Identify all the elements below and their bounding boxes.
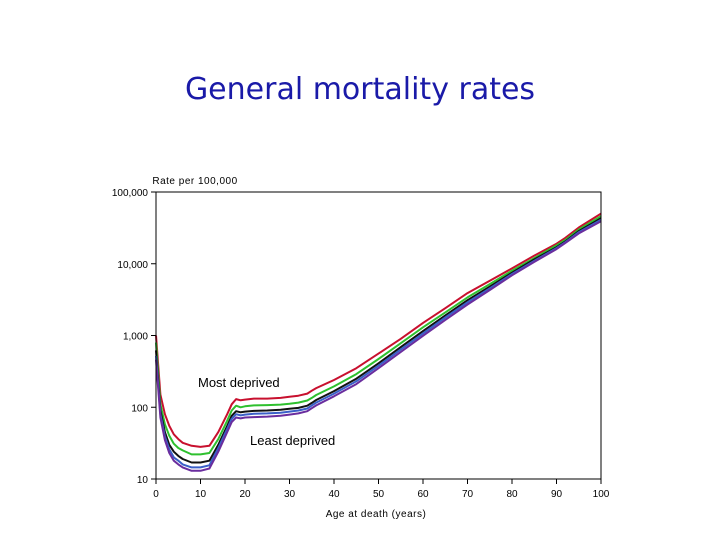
series-line-5 <box>155 220 602 472</box>
x-tick-label: 50 <box>373 489 385 500</box>
series-line-2 <box>155 215 602 456</box>
x-tick-label: 70 <box>462 489 474 500</box>
series-layer <box>155 212 602 472</box>
x-tick-label: 60 <box>417 489 429 500</box>
x-tick-label: 90 <box>551 489 563 500</box>
series-line-1 <box>155 212 602 448</box>
y-axis-label: Rate per 100,000 <box>152 176 237 187</box>
y-tick-label: 100 <box>131 403 148 414</box>
y-tick-label: 100,000 <box>112 188 149 199</box>
tick-layer: 0 10 20 30 40 50 60 70 80 90 100 10 100 1,000 10,000 10… <box>112 188 610 500</box>
x-tick-label: 80 <box>506 489 518 500</box>
slide-title: General mortality rates <box>184 72 536 107</box>
series-line-3 <box>155 217 602 464</box>
x-axis-label: Age at death (years) <box>326 509 427 520</box>
x-tick-label: 30 <box>284 489 296 500</box>
annotation-most-deprived: Most deprived <box>198 375 280 390</box>
annotation-least-deprived: Least deprived <box>250 433 335 448</box>
y-tick-label: 1,000 <box>123 332 148 343</box>
series-line-4 <box>155 218 602 469</box>
x-tick-label: 100 <box>593 489 610 500</box>
y-tick-label: 10 <box>137 475 149 486</box>
x-tick-label: 20 <box>239 489 251 500</box>
x-tick-label: 40 <box>328 489 340 500</box>
y-tick-label: 10,000 <box>117 260 148 271</box>
x-tick-label: 10 <box>195 489 207 500</box>
x-tick-label: 0 <box>153 489 159 500</box>
